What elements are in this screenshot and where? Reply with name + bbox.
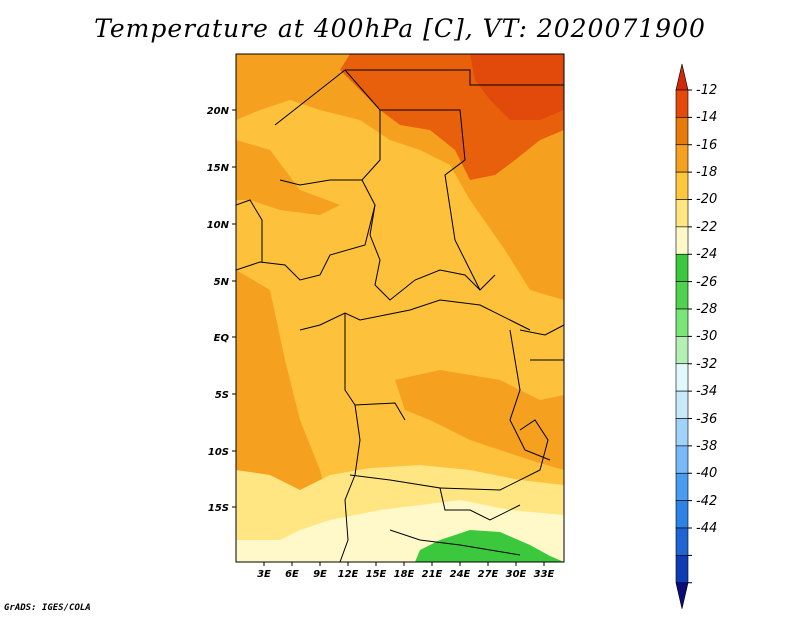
- colorbar-swatch: [675, 63, 689, 91]
- colorbar-label: -34: [696, 384, 717, 399]
- lat-tick-label: 20N: [207, 106, 230, 117]
- colorbar-swatch: [675, 363, 689, 392]
- colorbar-swatch: [675, 527, 689, 556]
- lat-tick-label: 5S: [215, 390, 229, 401]
- lat-tick-label: EQ: [214, 333, 230, 344]
- chart-title: Temperature at 400hPa [C], VT: 202007190…: [94, 14, 706, 43]
- country-borders: [236, 69, 564, 562]
- colorbar-label: -40: [696, 466, 717, 481]
- field-orange-central: [395, 370, 564, 470]
- lat-tick-label: 15N: [207, 163, 230, 174]
- lon-tick-label: 9E: [313, 569, 327, 580]
- colorbar-label: -20: [696, 192, 717, 207]
- lat-tick-label: 5N: [214, 277, 230, 288]
- colorbar-label: -42: [696, 494, 717, 509]
- colorbar-swatch: [675, 171, 689, 200]
- colorbar-label: -12: [696, 83, 717, 98]
- lon-tick-label: 6E: [285, 569, 299, 580]
- lon-tick-label: 15E: [366, 569, 387, 580]
- lon-tick-label: 33E: [534, 569, 555, 580]
- colorbar-swatch: [675, 500, 689, 529]
- colorbar-swatch: [675, 555, 689, 584]
- colorbar-swatch: [675, 390, 689, 419]
- colorbar-swatch: [675, 472, 689, 501]
- colorbar-label: -14: [696, 110, 717, 125]
- lon-tick-label: 18E: [394, 569, 415, 580]
- colorbar-swatch: [675, 582, 689, 609]
- lon-tick-label: 21E: [422, 569, 443, 580]
- lon-tick-label: 27E: [478, 569, 499, 580]
- colorbar-swatch: [675, 281, 689, 310]
- map-frame: [235, 53, 565, 563]
- colorbar-label: -36: [696, 412, 717, 427]
- field-green-south: [415, 530, 564, 562]
- axis-ticks: [232, 109, 545, 566]
- colorbar-swatch: [675, 253, 689, 282]
- colorbar-swatch: [675, 336, 689, 365]
- colorbar-swatch: [675, 445, 689, 474]
- lon-tick-label: 3E: [257, 569, 271, 580]
- colorbar: [675, 63, 692, 609]
- colorbar-label: -28: [696, 302, 717, 317]
- colorbar-swatch: [675, 199, 689, 228]
- lon-tick-label: 30E: [506, 569, 527, 580]
- colorbar-label: -44: [696, 521, 717, 536]
- colorbar-label: -24: [696, 247, 717, 262]
- colorbar-label: -30: [696, 329, 717, 344]
- grads-credit: GrADS: IGES/COLA: [4, 603, 91, 613]
- field-warmest: [470, 54, 564, 120]
- field-orange-west: [236, 140, 340, 215]
- lon-tick-label: 12E: [338, 569, 359, 580]
- colorbar-label: -26: [696, 275, 717, 290]
- colorbar-swatch: [675, 418, 689, 447]
- colorbar-swatch: [675, 117, 689, 146]
- lon-tick-label: 24E: [450, 569, 471, 580]
- lat-tick-label: 10N: [207, 220, 230, 231]
- colorbar-label: -16: [696, 138, 717, 153]
- colorbar-swatch: [675, 89, 689, 118]
- lat-tick-label: 10S: [208, 447, 229, 458]
- colorbar-label: -18: [696, 165, 717, 180]
- colorbar-swatch: [675, 226, 689, 255]
- colorbar-label: -32: [696, 357, 717, 372]
- colorbar-label: -22: [696, 220, 717, 235]
- temperature-field: [236, 54, 564, 562]
- lat-tick-label: 15S: [208, 503, 229, 514]
- colorbar-swatch: [675, 144, 689, 173]
- colorbar-label: -38: [696, 439, 717, 454]
- colorbar-swatch: [675, 308, 689, 337]
